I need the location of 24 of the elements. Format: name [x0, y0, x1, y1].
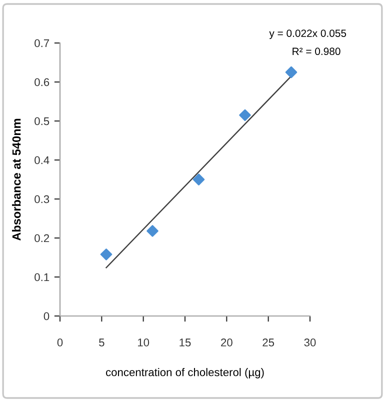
point	[285, 66, 298, 78]
y-tick-label: 0.2	[34, 234, 50, 242]
point	[100, 248, 112, 260]
x-tick-label: 20	[221, 338, 232, 346]
annotation: R² = 0.980	[292, 48, 340, 56]
x-tick-label: 5	[99, 338, 104, 346]
text: y = 0.022x 0.055	[269, 30, 346, 40]
y-tick-label: 0.4	[34, 156, 50, 164]
x-tick-label: 10	[138, 338, 150, 346]
y-tick-label: 0.5	[34, 117, 50, 126]
point	[239, 109, 251, 122]
y-tick-label: 0.3	[34, 195, 50, 204]
x-tick-label: 30	[304, 338, 316, 346]
x-axis-title: concentration of cholesterol (µg)	[106, 368, 264, 378]
x-tick-label: 0	[57, 338, 63, 346]
x-tick-label: 15	[180, 338, 191, 346]
point	[192, 174, 205, 186]
y-tick-label: 0.6	[34, 78, 50, 86]
x-tick-label: 25	[262, 338, 274, 346]
y-tick-label: 0	[44, 312, 50, 320]
y-tick-label: 0.1	[34, 273, 50, 282]
y-tick-label: 0.7	[34, 39, 50, 48]
point	[146, 225, 158, 237]
y-axis-title: Absorbance at 540nm	[12, 118, 21, 241]
